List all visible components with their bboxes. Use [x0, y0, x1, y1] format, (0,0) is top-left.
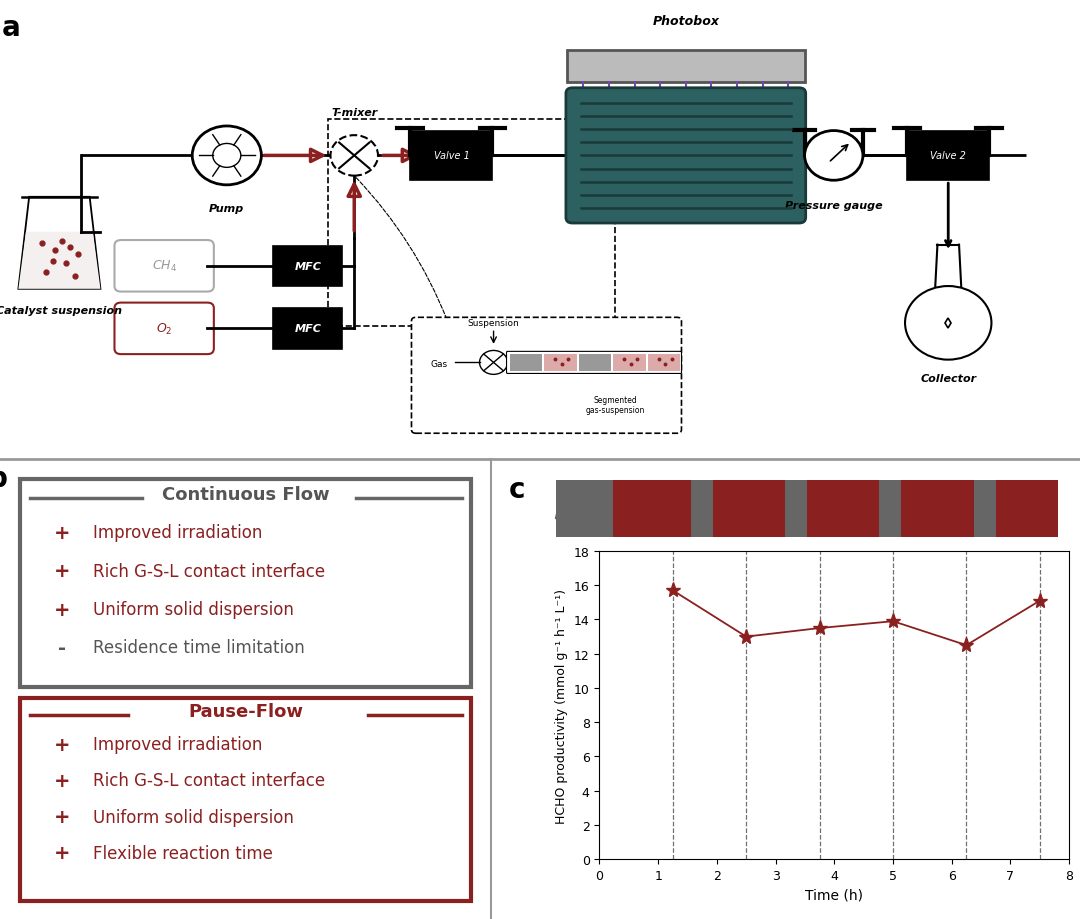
FancyBboxPatch shape — [567, 51, 805, 83]
Text: MFC: MFC — [295, 262, 321, 271]
Text: Pump: Pump — [210, 204, 244, 214]
Y-axis label: HCHO productivity (mmol g⁻¹ h⁻¹ L⁻¹): HCHO productivity (mmol g⁻¹ h⁻¹ L⁻¹) — [555, 588, 568, 823]
Text: Flexible reaction time: Flexible reaction time — [93, 844, 273, 862]
Text: +: + — [54, 807, 70, 826]
FancyBboxPatch shape — [613, 355, 646, 371]
FancyBboxPatch shape — [410, 131, 492, 181]
Text: Rich G-S-L contact interface: Rich G-S-L contact interface — [93, 772, 325, 789]
FancyBboxPatch shape — [273, 309, 342, 349]
Bar — [713, 481, 785, 538]
Text: Suspension: Suspension — [468, 318, 519, 327]
FancyBboxPatch shape — [907, 131, 989, 181]
Text: Pause-Flow: Pause-Flow — [188, 702, 303, 720]
FancyBboxPatch shape — [114, 241, 214, 292]
Text: +: + — [54, 523, 70, 542]
Text: Uniform solid dispersion: Uniform solid dispersion — [93, 600, 294, 618]
Text: $\mathit{CH_4}$: $\mathit{CH_4}$ — [151, 259, 177, 274]
FancyBboxPatch shape — [507, 352, 681, 374]
FancyBboxPatch shape — [21, 698, 471, 901]
Bar — [808, 481, 879, 538]
Text: b: b — [0, 464, 8, 493]
Text: Valve 1: Valve 1 — [433, 152, 470, 161]
Text: $\mathit{O_2}$: $\mathit{O_2}$ — [156, 322, 173, 336]
Bar — [691, 481, 713, 538]
Bar — [556, 481, 612, 538]
FancyBboxPatch shape — [544, 355, 577, 371]
Polygon shape — [18, 233, 100, 289]
Bar — [879, 481, 902, 538]
Circle shape — [213, 144, 241, 168]
Text: Gas: Gas — [431, 359, 448, 369]
Text: Segmented
gas-suspension: Segmented gas-suspension — [586, 395, 645, 414]
Bar — [612, 481, 691, 538]
Circle shape — [192, 127, 261, 186]
FancyBboxPatch shape — [579, 355, 611, 371]
Text: c: c — [509, 475, 525, 504]
Bar — [785, 481, 808, 538]
Text: +: + — [54, 771, 70, 790]
Text: Pause / On / 1 h: Pause / On / 1 h — [867, 480, 984, 493]
Text: +: + — [54, 844, 70, 862]
Circle shape — [905, 287, 991, 360]
Text: +: + — [54, 562, 70, 581]
FancyBboxPatch shape — [510, 355, 542, 371]
Text: T-mixer: T-mixer — [332, 108, 377, 118]
Text: +: + — [54, 735, 70, 754]
Circle shape — [480, 351, 508, 375]
FancyBboxPatch shape — [114, 303, 214, 355]
Bar — [902, 481, 974, 538]
Text: MFC: MFC — [295, 324, 321, 334]
Text: a: a — [2, 14, 21, 41]
Text: Residence time limitation: Residence time limitation — [93, 639, 305, 657]
Bar — [996, 481, 1058, 538]
Text: Valve 2: Valve 2 — [930, 152, 967, 161]
FancyBboxPatch shape — [21, 480, 471, 687]
Text: Improved irradiation: Improved irradiation — [93, 735, 262, 754]
Text: Catalyst suspension: Catalyst suspension — [0, 306, 122, 316]
Text: Continuous Flow: Continuous Flow — [162, 485, 329, 504]
Circle shape — [805, 131, 863, 181]
X-axis label: Time (h): Time (h) — [806, 888, 863, 902]
Text: Flow / Off / 15 min: Flow / Off / 15 min — [584, 480, 707, 493]
FancyBboxPatch shape — [648, 355, 680, 371]
Polygon shape — [18, 198, 100, 289]
FancyBboxPatch shape — [411, 318, 681, 434]
Text: Collector: Collector — [920, 374, 976, 384]
FancyBboxPatch shape — [273, 246, 342, 287]
Text: -: - — [58, 639, 67, 657]
Text: Pressure gauge: Pressure gauge — [785, 200, 882, 210]
Text: Improved irradiation: Improved irradiation — [93, 524, 262, 541]
FancyBboxPatch shape — [566, 88, 806, 223]
Text: Rich G-S-L contact interface: Rich G-S-L contact interface — [93, 562, 325, 580]
Text: +: + — [54, 600, 70, 618]
Text: Uniform solid dispersion: Uniform solid dispersion — [93, 808, 294, 826]
Text: Photobox: Photobox — [652, 15, 719, 28]
Circle shape — [330, 136, 378, 176]
Bar — [974, 481, 996, 538]
